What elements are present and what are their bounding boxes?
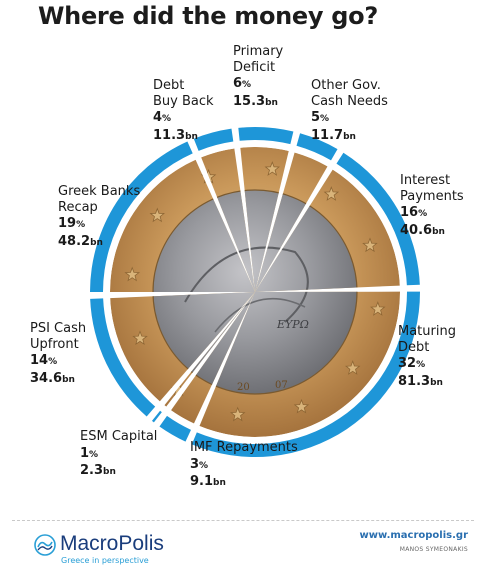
- slice-name: IMF Repayments: [190, 440, 298, 455]
- slice-amount: 40.6bn: [400, 222, 445, 238]
- slice-name: Debt: [153, 78, 185, 93]
- slice-amount: 11.7bn: [311, 127, 356, 143]
- slice-name: Other Gov.: [311, 78, 381, 93]
- ring-segment-psi-cash-upfront: [90, 298, 156, 417]
- slice-label-maturing-debt: Maturing Debt 32% 81.3bn: [398, 324, 456, 391]
- author-credit: MANOS SYMEONAKIS: [399, 546, 468, 553]
- pie-slices: [110, 147, 400, 437]
- slice-name: PSI Cash: [30, 321, 87, 336]
- slice-amount: 15.3bn: [233, 93, 278, 109]
- ring-segment-interest-payments: [336, 152, 420, 286]
- slice-amount: 48.2bn: [58, 233, 103, 249]
- slice-name: ESM Capital: [80, 429, 158, 444]
- slice-name: Cash Needs: [311, 93, 388, 109]
- slice-percent: 4%: [153, 110, 172, 125]
- ring-segment-primary-deficit: [238, 127, 294, 145]
- slice-name: Greek Banks: [58, 184, 141, 199]
- slice-amount: 9.1bn: [190, 474, 226, 489]
- slice-percent: 6%: [233, 76, 252, 91]
- coin-lettering-year-right: 07: [275, 380, 288, 391]
- slice-name: Maturing: [398, 324, 456, 339]
- slice-label-debt-buy-back: Debt Buy Back 4% 11.3bn: [153, 78, 214, 145]
- slice-percent: 14%: [30, 353, 58, 368]
- brand-name: MacroPolis: [60, 532, 164, 555]
- slice-percent: 1%: [80, 445, 99, 461]
- chart-title: Where did the money go?: [38, 2, 378, 30]
- slice-name: Primary: [233, 44, 284, 59]
- slice-amount: 81.3bn: [398, 373, 443, 389]
- slice-label-psi-cash-upfront: PSI Cash Upfront 14% 34.6bn: [30, 321, 86, 388]
- footer-divider: [12, 520, 474, 521]
- slice-label-primary-deficit: Primary Deficit 6% 15.3bn: [233, 44, 283, 111]
- slice-label-esm-capital: ESM Capital 1% 2.3bn: [80, 429, 157, 481]
- ring-segments: [90, 127, 420, 457]
- slice-amount: 11.3bn: [153, 127, 198, 143]
- slice-percent: 16%: [400, 205, 428, 220]
- slice-label-imf-repayments: IMF Repayments 3% 9.1bn: [190, 440, 298, 492]
- slice-percent: 19%: [58, 216, 86, 231]
- pie-chart: ΕΥΡΩ 20 07: [90, 127, 420, 457]
- slice-name: Buy Back: [153, 93, 214, 109]
- coin-lettering-euro: ΕΥΡΩ: [276, 318, 309, 331]
- slice-amount: 2.3bn: [80, 463, 116, 478]
- slice-name: Upfront: [30, 336, 79, 352]
- ring-segment-esm-capital: [151, 410, 162, 423]
- slice-percent: 5%: [311, 110, 330, 125]
- slice-percent: 32%: [398, 356, 426, 371]
- ring-segment-imf-repayments: [159, 415, 191, 442]
- slice-label-greek-banks-recap: Greek Banks Recap 19% 48.2bn: [58, 184, 140, 251]
- ring-segment-maturing-debt: [191, 291, 420, 457]
- macropolis-logo-icon: [34, 534, 56, 556]
- slice-name: Debt: [398, 339, 430, 355]
- slice-interest-payments: [255, 169, 400, 292]
- slice-label-other-gov-cash-needs: Other Gov. Cash Needs 5% 11.7bn: [311, 78, 388, 145]
- ring-segment-other-gov-cash-needs: [296, 133, 338, 161]
- slice-name: Payments: [400, 188, 464, 204]
- website-url[interactable]: www.macropolis.gr: [359, 530, 469, 541]
- ring-segment-greek-banks-recap: [90, 141, 193, 292]
- brand-tagline: Greece in perspective: [61, 556, 149, 565]
- slice-label-interest-payments: Interest Payments 16% 40.6bn: [400, 173, 464, 240]
- slice-name: Recap: [58, 199, 98, 215]
- ring-segment-debt-buy-back: [193, 128, 234, 151]
- coin-lettering-year-left: 20: [237, 382, 250, 393]
- slice-name: Deficit: [233, 59, 276, 75]
- slice-amount: 34.6bn: [30, 370, 75, 386]
- slice-greek-banks-recap: [110, 159, 255, 292]
- slice-percent: 3%: [190, 456, 209, 472]
- slice-primary-deficit: [240, 147, 289, 292]
- slice-name: Interest: [400, 173, 451, 188]
- coin-illustration: ΕΥΡΩ 20 07: [124, 161, 386, 422]
